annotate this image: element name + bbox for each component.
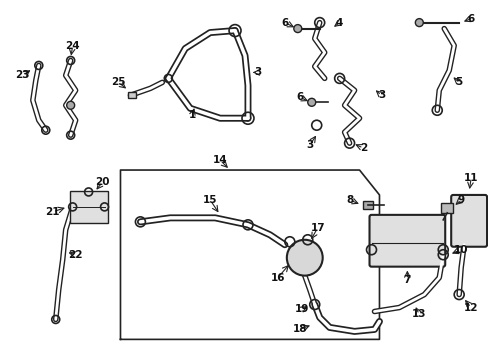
FancyBboxPatch shape xyxy=(369,215,444,267)
Text: 1: 1 xyxy=(188,110,195,120)
Text: 12: 12 xyxy=(463,302,477,312)
Text: 18: 18 xyxy=(292,324,306,334)
Text: 15: 15 xyxy=(203,195,217,205)
Text: 20: 20 xyxy=(95,177,110,187)
Text: 2: 2 xyxy=(359,143,366,153)
Text: 23: 23 xyxy=(16,71,30,80)
Text: 11: 11 xyxy=(463,173,477,183)
Text: 6: 6 xyxy=(296,92,303,102)
Text: 19: 19 xyxy=(294,305,308,315)
Text: 24: 24 xyxy=(65,41,80,50)
Circle shape xyxy=(66,101,75,109)
Text: 13: 13 xyxy=(411,310,426,319)
Text: 6: 6 xyxy=(467,14,474,24)
Text: 3: 3 xyxy=(305,140,313,150)
Circle shape xyxy=(286,240,322,276)
Text: 3: 3 xyxy=(377,90,385,100)
Bar xyxy=(362,201,372,209)
Text: 4: 4 xyxy=(335,18,343,28)
Circle shape xyxy=(307,98,315,106)
Circle shape xyxy=(293,24,301,32)
Bar xyxy=(128,92,136,98)
Text: 21: 21 xyxy=(45,207,60,217)
Bar xyxy=(440,203,452,213)
Text: 7: 7 xyxy=(403,275,410,285)
Text: 8: 8 xyxy=(346,195,352,205)
Text: 9: 9 xyxy=(457,195,464,205)
Circle shape xyxy=(414,19,423,27)
Text: 5: 5 xyxy=(455,77,462,87)
Text: 17: 17 xyxy=(310,223,325,233)
Text: 25: 25 xyxy=(111,77,125,87)
Text: 10: 10 xyxy=(453,245,468,255)
Text: 16: 16 xyxy=(270,273,285,283)
Text: 22: 22 xyxy=(68,250,83,260)
Bar xyxy=(69,191,107,223)
Text: 6: 6 xyxy=(281,18,288,28)
FancyBboxPatch shape xyxy=(450,195,486,247)
Text: 14: 14 xyxy=(212,155,227,165)
Text: 3: 3 xyxy=(254,67,261,77)
